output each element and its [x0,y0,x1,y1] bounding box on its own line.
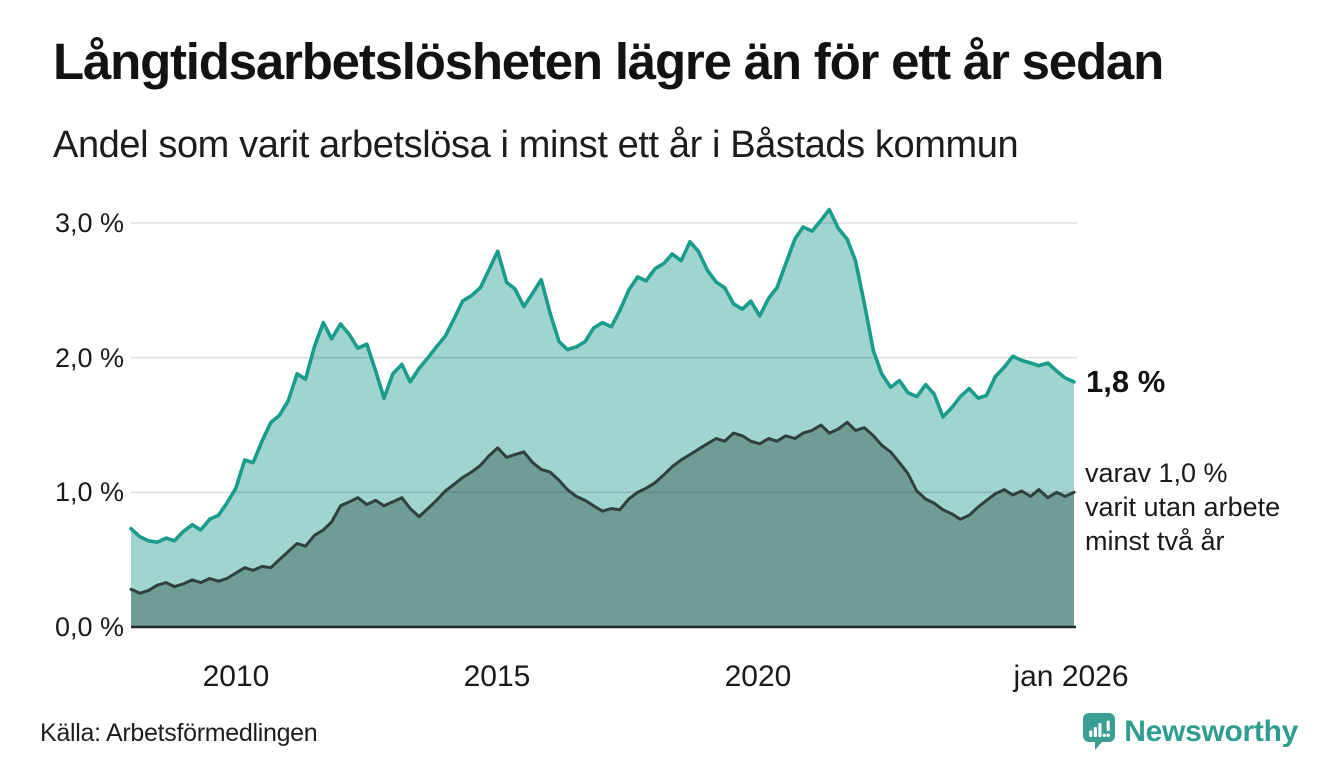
brand-logo: Newsworthy [1083,710,1298,754]
end-label-2yr-line1: varav 1,0 % [1085,458,1228,488]
x-tick-2015: 2015 [463,660,531,693]
area-fill-unemployed-2yr [131,422,1074,627]
x-tick-2020: 2020 [724,660,792,693]
y-tick-3: 3,0 % [54,208,124,238]
y-tick-1: 1,0 % [54,477,124,507]
end-label-1yr: 1,8 % [1086,364,1166,399]
end-label-2yr-line3: minst två år [1085,526,1225,557]
end-label-2yr: varav 1,0 % varit utan arbete minst två … [1085,456,1280,558]
newsworthy-badge-icon [1083,713,1116,750]
line-unemployed-2yr [129,420,1076,595]
x-tick-jan-2026: jan 2026 [1013,660,1129,693]
brand-wordmark: Newsworthy [1124,715,1298,748]
end-label-2yr-line2: varit utan arbete [1085,492,1281,523]
page-title: Långtidsarbetslösheten lägre än för ett … [53,33,1164,90]
line-unemployed-1yr [129,207,1076,545]
x-tick-2010: 2010 [202,660,270,693]
y-tick-2: 2,0 % [54,343,124,373]
source-note: Källa: Arbetsförmedlingen [40,719,318,747]
chart-subtitle: Andel som varit arbetslösa i minst ett å… [53,124,1019,166]
y-tick-0: 0,0 % [54,612,124,642]
